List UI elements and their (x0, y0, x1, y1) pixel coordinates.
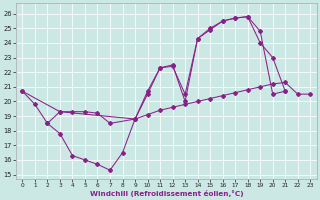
X-axis label: Windchill (Refroidissement éolien,°C): Windchill (Refroidissement éolien,°C) (90, 190, 243, 197)
